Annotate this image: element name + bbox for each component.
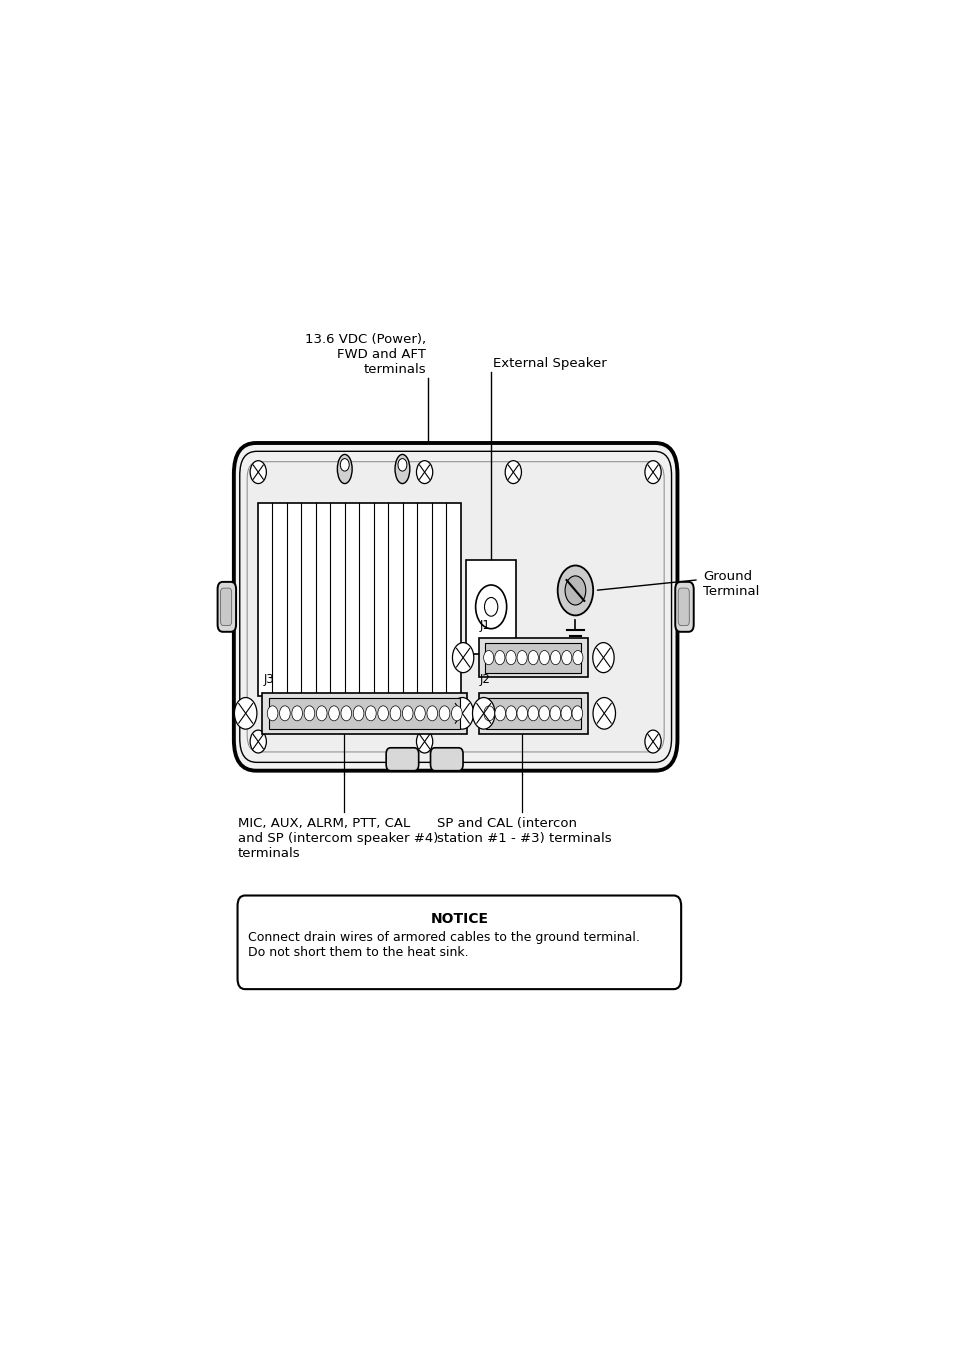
Circle shape (560, 705, 571, 721)
Circle shape (505, 461, 521, 484)
Circle shape (438, 705, 450, 721)
Circle shape (250, 730, 266, 753)
FancyBboxPatch shape (678, 588, 689, 626)
Circle shape (550, 705, 560, 721)
FancyBboxPatch shape (386, 748, 418, 770)
Circle shape (279, 705, 290, 721)
Circle shape (484, 597, 497, 616)
Bar (485, 697, 580, 730)
Circle shape (340, 458, 349, 471)
Circle shape (572, 705, 582, 721)
Circle shape (292, 705, 302, 721)
Circle shape (234, 697, 256, 730)
Circle shape (329, 705, 339, 721)
FancyBboxPatch shape (675, 582, 693, 632)
FancyBboxPatch shape (220, 588, 232, 626)
Circle shape (353, 705, 363, 721)
Circle shape (316, 705, 327, 721)
Text: MIC, AUX, ALRM, PTT, CAL
and SP (intercom speaker #4)
terminals: MIC, AUX, ALRM, PTT, CAL and SP (interco… (237, 817, 437, 861)
Circle shape (415, 705, 425, 721)
Circle shape (390, 705, 400, 721)
FancyBboxPatch shape (217, 582, 235, 632)
Circle shape (505, 651, 516, 665)
Bar (262, 693, 467, 734)
Circle shape (527, 705, 538, 721)
Circle shape (644, 730, 660, 753)
FancyBboxPatch shape (247, 462, 663, 753)
Circle shape (483, 651, 494, 665)
Circle shape (538, 651, 549, 665)
Circle shape (397, 458, 406, 471)
Circle shape (416, 461, 433, 484)
FancyBboxPatch shape (233, 443, 677, 770)
Text: J2: J2 (479, 673, 491, 686)
FancyBboxPatch shape (239, 451, 671, 762)
Text: Connect drain wires of armored cables to the ground terminal.
Do not short them : Connect drain wires of armored cables to… (248, 931, 639, 959)
Circle shape (592, 643, 614, 673)
Bar (485, 643, 580, 673)
Circle shape (427, 705, 437, 721)
Text: NOTICE: NOTICE (430, 912, 488, 927)
Ellipse shape (395, 454, 410, 484)
Circle shape (561, 651, 571, 665)
Circle shape (304, 705, 314, 721)
Bar (478, 693, 587, 734)
Bar (465, 561, 516, 654)
Circle shape (402, 705, 413, 721)
Circle shape (250, 461, 266, 484)
Circle shape (495, 651, 504, 665)
Circle shape (558, 566, 593, 616)
Circle shape (365, 705, 375, 721)
Circle shape (476, 585, 506, 628)
Circle shape (451, 705, 461, 721)
Bar (269, 697, 460, 730)
Circle shape (538, 705, 549, 721)
Circle shape (564, 576, 585, 605)
Circle shape (593, 697, 615, 730)
Circle shape (340, 705, 352, 721)
Text: Ground
Terminal: Ground Terminal (702, 570, 759, 598)
Text: SP and CAL (intercon
station #1 - #3) terminals: SP and CAL (intercon station #1 - #3) te… (436, 817, 611, 846)
Text: External Speaker: External Speaker (492, 357, 606, 370)
Circle shape (452, 643, 474, 673)
Circle shape (416, 730, 433, 753)
Circle shape (572, 651, 582, 665)
Circle shape (267, 705, 277, 721)
Bar (478, 638, 587, 677)
Ellipse shape (337, 454, 352, 484)
Circle shape (451, 697, 473, 730)
Circle shape (377, 705, 388, 721)
Circle shape (495, 705, 505, 721)
Text: 13.6 VDC (Power),
FWD and AFT
terminals: 13.6 VDC (Power), FWD and AFT terminals (305, 334, 426, 377)
Circle shape (472, 697, 495, 730)
Text: J1: J1 (479, 619, 491, 632)
FancyBboxPatch shape (237, 896, 680, 989)
Circle shape (644, 461, 660, 484)
Circle shape (517, 705, 527, 721)
Circle shape (505, 705, 516, 721)
Circle shape (550, 651, 560, 665)
Circle shape (483, 705, 494, 721)
Circle shape (528, 651, 537, 665)
Text: J3: J3 (263, 673, 274, 686)
Bar (257, 504, 460, 696)
Circle shape (517, 651, 527, 665)
FancyBboxPatch shape (430, 748, 462, 770)
